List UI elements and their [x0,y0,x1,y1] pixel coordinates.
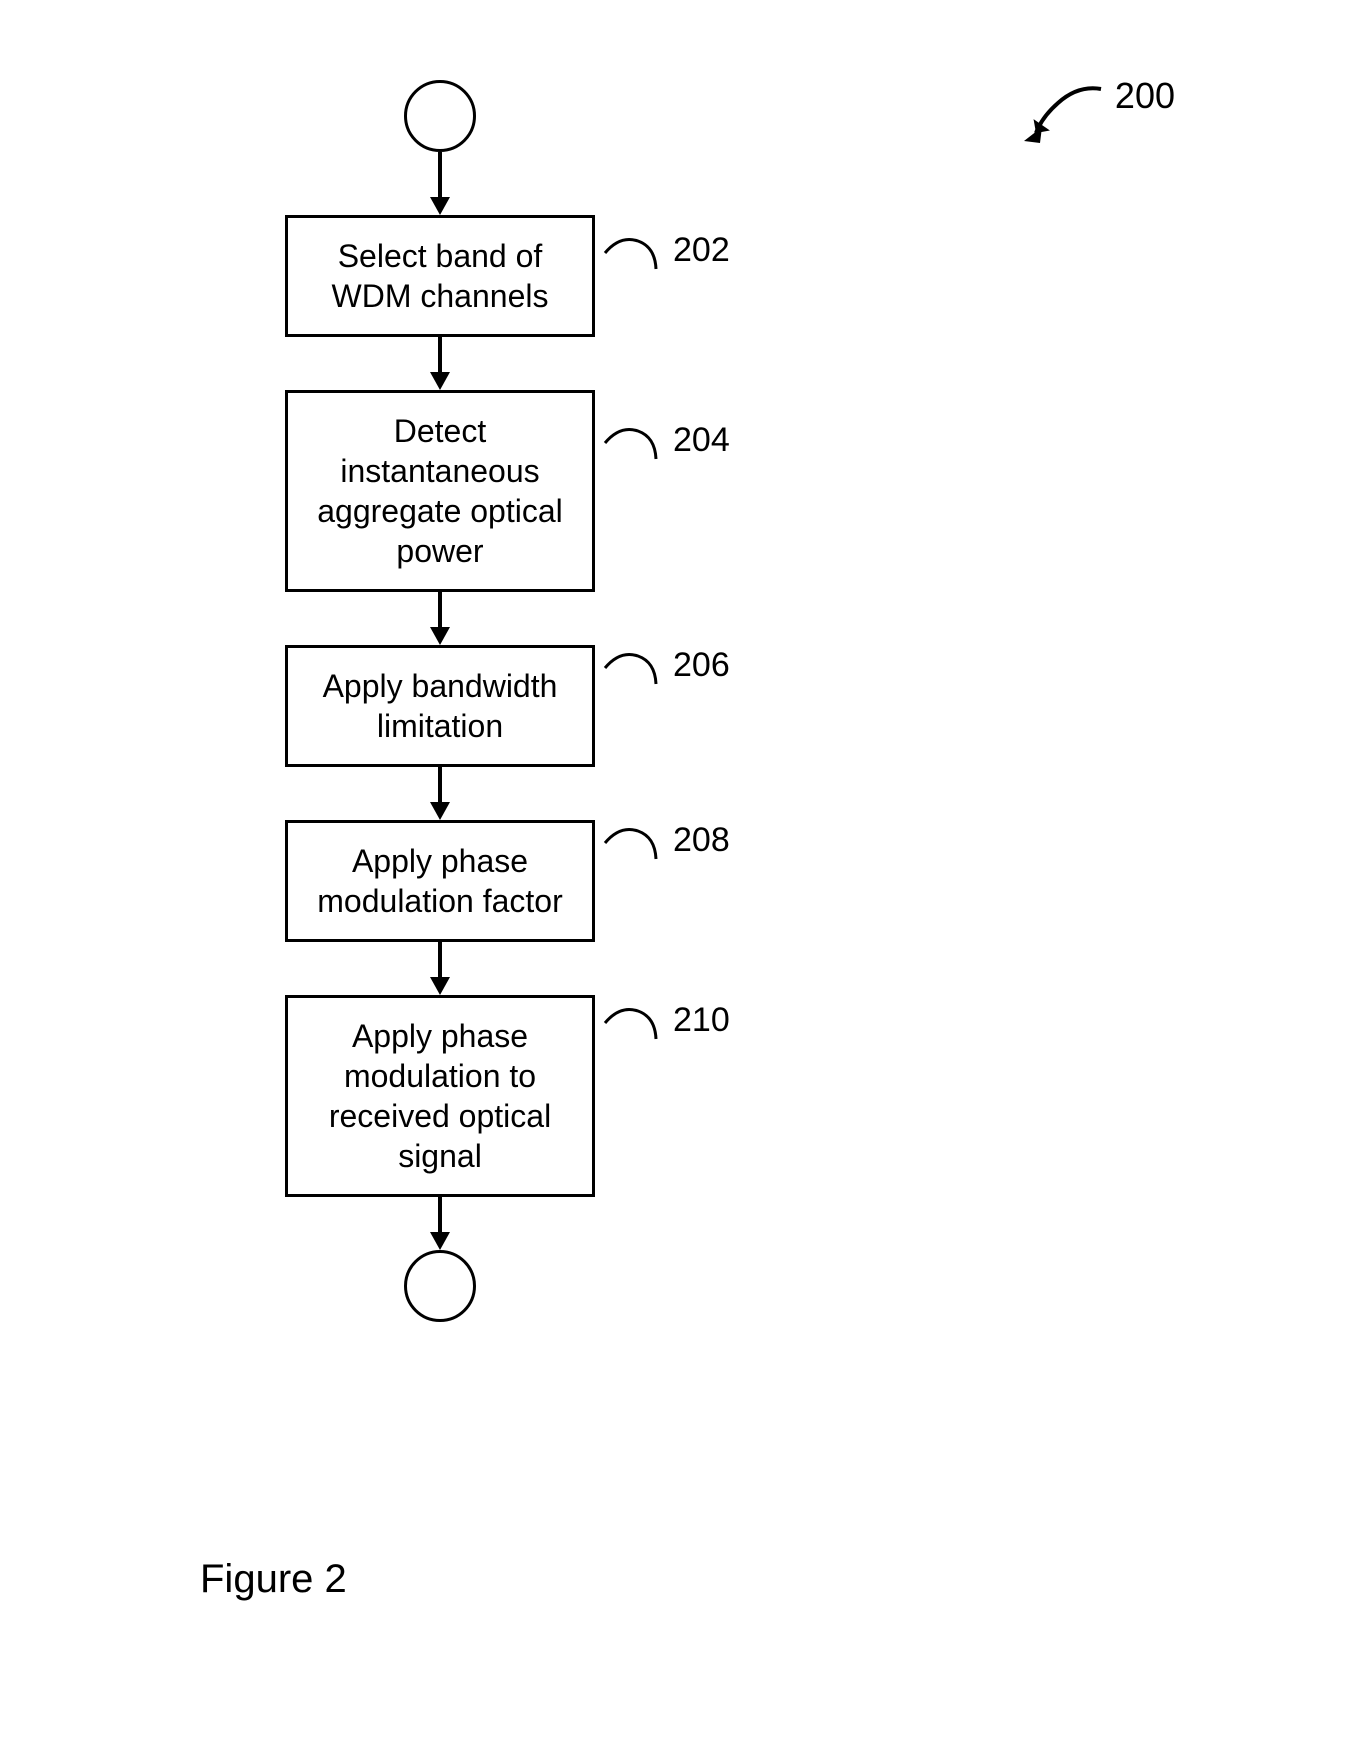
leader-arrow-icon [1016,75,1111,155]
start-terminal [404,80,476,152]
leader-curve-icon [600,815,665,865]
ref-label-202: 202 [600,225,730,275]
figure-title: Figure 2 [200,1557,347,1602]
leader-curve-icon [600,415,665,465]
arrow-line [438,152,442,197]
arrow-head [430,627,450,645]
leader-curve-icon [600,640,665,690]
arrow-5 [140,1197,740,1250]
figure-reference-text: 200 [1115,75,1175,117]
flowchart-container: Select band of WDM channels 202 Detect i… [140,80,740,1322]
arrow-line [438,767,442,802]
box-204-wrapper: Detect instantaneous aggregate optical p… [140,390,740,592]
arrow-1 [140,337,740,390]
ref-label-206: 206 [600,640,730,690]
box-210-wrapper: Apply phase modulation to received optic… [140,995,740,1197]
leader-curve-icon [600,225,665,275]
arrow-head [430,1232,450,1250]
arrow-4 [140,942,740,995]
ref-number-204: 204 [673,421,730,460]
ref-number-202: 202 [673,231,730,270]
arrow-line [438,592,442,627]
process-box-208: Apply phase modulation factor [285,820,595,942]
arrow-line [438,942,442,977]
ref-number-206: 206 [673,646,730,685]
arrow-head [430,197,450,215]
ref-label-210: 210 [600,995,730,1045]
arrow-line [438,1197,442,1232]
box-208-wrapper: Apply phase modulation factor 208 [140,820,740,942]
arrow-0 [140,152,740,215]
ref-number-208: 208 [673,821,730,860]
process-box-204: Detect instantaneous aggregate optical p… [285,390,595,592]
arrow-head [430,802,450,820]
ref-label-204: 204 [600,415,730,465]
arrow-head [430,977,450,995]
process-box-210: Apply phase modulation to received optic… [285,995,595,1197]
ref-number-210: 210 [673,1001,730,1040]
process-box-206: Apply bandwidth limitation [285,645,595,767]
arrow-3 [140,767,740,820]
ref-label-208: 208 [600,815,730,865]
arrow-line [438,337,442,372]
box-206-wrapper: Apply bandwidth limitation 206 [140,645,740,767]
end-terminal [404,1250,476,1322]
arrow-head [430,372,450,390]
figure-reference-200: 200 [1016,75,1175,155]
process-box-202: Select band of WDM channels [285,215,595,337]
arrow-2 [140,592,740,645]
leader-curve-icon [600,995,665,1045]
box-202-wrapper: Select band of WDM channels 202 [140,215,740,337]
